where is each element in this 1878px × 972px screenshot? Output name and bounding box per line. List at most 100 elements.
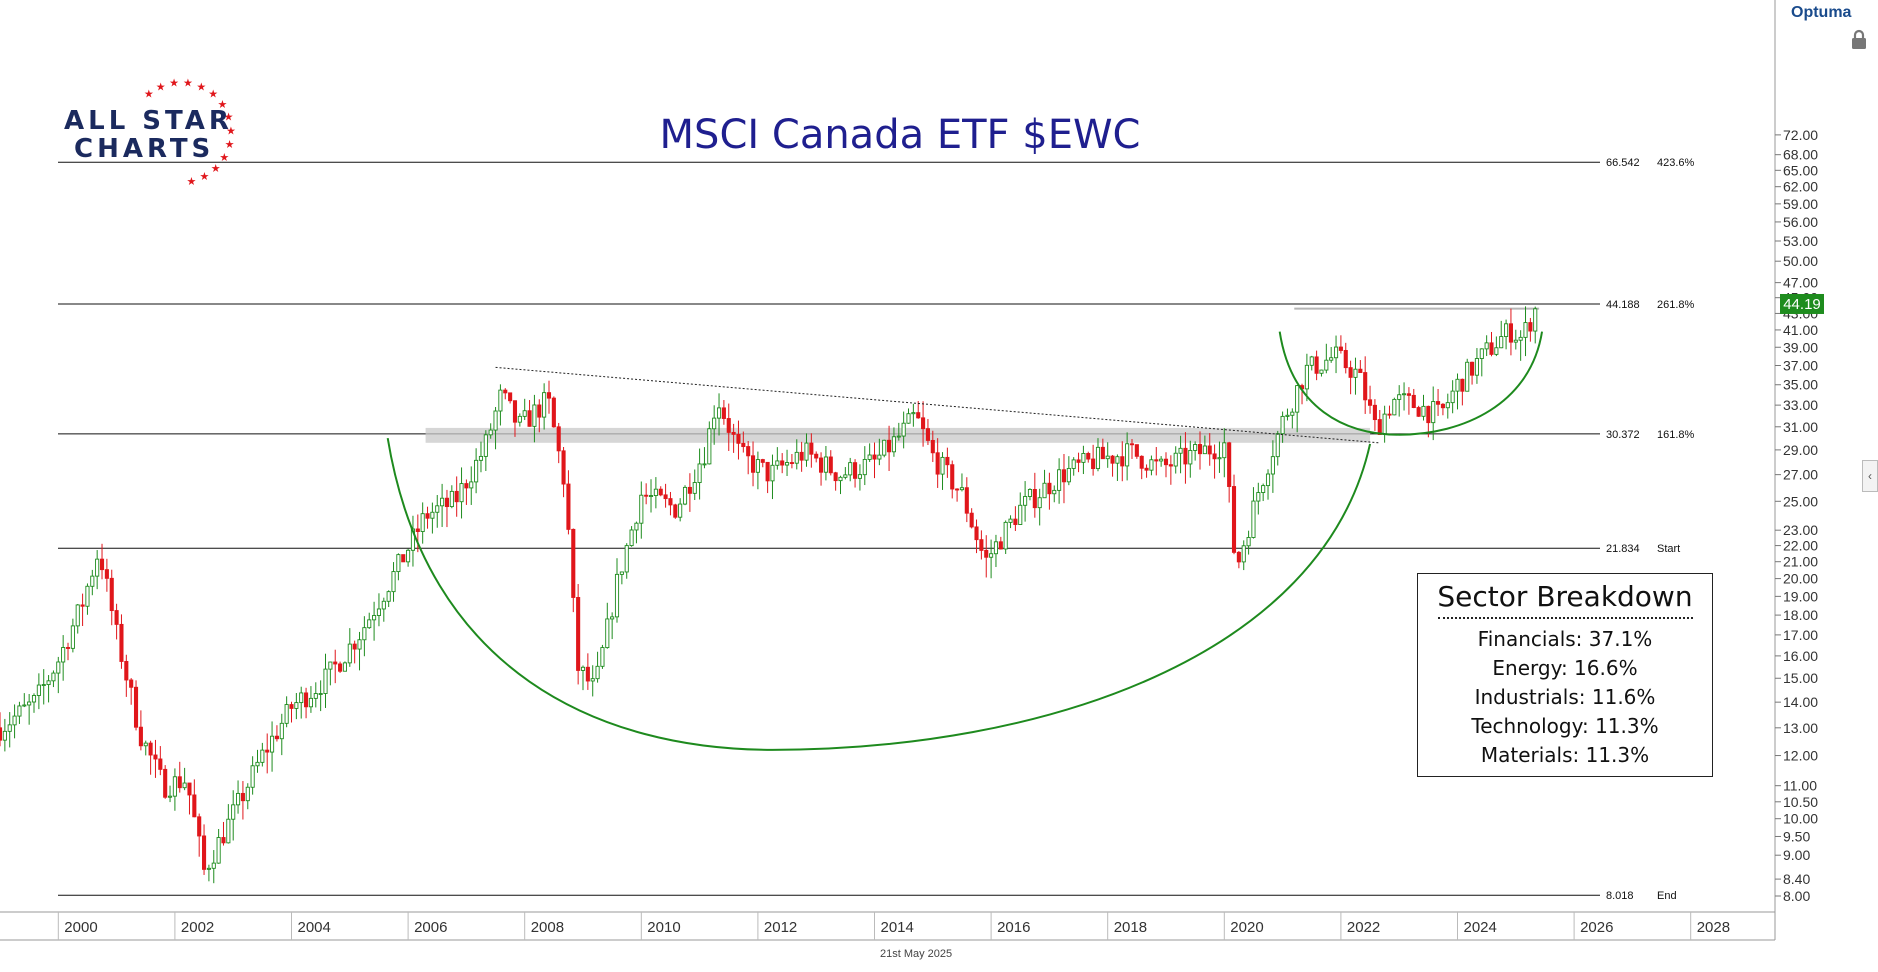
candle bbox=[124, 654, 129, 697]
candle-body bbox=[1047, 482, 1052, 495]
candle bbox=[726, 403, 731, 451]
candle-body bbox=[532, 404, 537, 427]
candle bbox=[1363, 356, 1368, 414]
candle bbox=[177, 761, 182, 793]
candle bbox=[1110, 454, 1115, 477]
candle-body bbox=[22, 704, 27, 707]
candle bbox=[1066, 456, 1071, 486]
candle-body bbox=[959, 487, 964, 491]
candle-body bbox=[1168, 464, 1173, 467]
candle bbox=[566, 470, 571, 535]
logo-star-icon: ★ bbox=[225, 139, 235, 151]
candle-body bbox=[979, 539, 984, 551]
candle-body bbox=[566, 483, 571, 530]
candle bbox=[556, 422, 561, 464]
candle bbox=[595, 651, 600, 683]
candle-body bbox=[1154, 459, 1159, 462]
candle bbox=[1086, 451, 1091, 463]
candle-body bbox=[1134, 444, 1139, 457]
candle-body bbox=[551, 397, 556, 428]
candle bbox=[27, 693, 32, 725]
level-value-label: 66.542 bbox=[1606, 157, 1640, 169]
candle bbox=[1251, 487, 1256, 539]
candle bbox=[848, 457, 853, 482]
candle bbox=[396, 553, 401, 581]
candle bbox=[119, 614, 124, 669]
candle-body bbox=[1309, 356, 1314, 366]
candle bbox=[90, 569, 95, 596]
y-tick-label: 22.00 bbox=[1783, 538, 1818, 554]
y-tick-label: 8.40 bbox=[1783, 871, 1810, 887]
candle bbox=[1261, 483, 1266, 502]
candle-body bbox=[1125, 443, 1130, 467]
candle bbox=[571, 528, 576, 613]
candle-body bbox=[653, 488, 658, 497]
candle-body bbox=[921, 417, 926, 430]
x-axis: 2000 2002 2004 2006 2008 2010 2012 2014 2016 2018… bbox=[57, 912, 1730, 940]
candle-body bbox=[755, 459, 760, 473]
candle-body bbox=[478, 455, 484, 461]
candle bbox=[1440, 403, 1445, 416]
candle bbox=[1518, 330, 1523, 361]
y-tick-label: 18.00 bbox=[1783, 607, 1818, 623]
x-tick-label: 2004 bbox=[298, 919, 331, 936]
candle-body bbox=[274, 735, 279, 740]
candle-body bbox=[512, 400, 518, 423]
candle-body bbox=[31, 695, 37, 703]
candle-body bbox=[1324, 359, 1329, 371]
candle-body bbox=[580, 666, 586, 671]
candle bbox=[1168, 455, 1173, 485]
candle-body bbox=[1095, 446, 1101, 470]
candle bbox=[634, 521, 639, 544]
candle bbox=[974, 519, 979, 554]
resistance-zone bbox=[425, 427, 1371, 443]
candle bbox=[658, 486, 663, 497]
panel-collapse-button[interactable]: ‹ bbox=[1862, 460, 1878, 492]
y-tick-label: 68.00 bbox=[1783, 147, 1818, 163]
candle bbox=[1353, 357, 1358, 395]
candle-body bbox=[1275, 433, 1280, 458]
candle-body bbox=[109, 577, 114, 612]
candle-body bbox=[872, 454, 877, 460]
y-tick-label: 8.00 bbox=[1783, 888, 1810, 904]
candle-body bbox=[153, 754, 158, 760]
candle-body bbox=[663, 494, 668, 500]
candle bbox=[1212, 444, 1217, 479]
candle-body bbox=[1338, 346, 1343, 351]
candle-body bbox=[95, 558, 100, 577]
candle-body bbox=[692, 482, 697, 494]
candle-body bbox=[1363, 372, 1368, 401]
candle bbox=[1489, 331, 1494, 357]
candle bbox=[1193, 441, 1198, 461]
candle-body bbox=[221, 837, 226, 844]
candle-body bbox=[265, 749, 270, 753]
candle-body bbox=[925, 428, 930, 441]
candle bbox=[1397, 385, 1402, 417]
candle bbox=[1333, 335, 1339, 374]
y-tick-label: 23.00 bbox=[1783, 522, 1818, 538]
y-tick-label: 53.00 bbox=[1783, 233, 1818, 249]
level-tag-label: 423.6% bbox=[1657, 157, 1695, 169]
candle-body bbox=[51, 672, 56, 682]
lock-icon[interactable] bbox=[1848, 28, 1870, 50]
x-tick-label: 2000 bbox=[64, 919, 97, 936]
candle bbox=[376, 593, 382, 627]
candle bbox=[935, 438, 940, 488]
candle-body bbox=[1173, 452, 1178, 467]
candle bbox=[1528, 317, 1533, 342]
candle-body bbox=[1411, 394, 1416, 408]
candle bbox=[843, 467, 848, 480]
candle-body bbox=[1397, 394, 1402, 400]
logo-star-icon: ★ bbox=[156, 81, 166, 93]
candle-body bbox=[993, 541, 999, 555]
candle-body bbox=[420, 513, 425, 532]
candle bbox=[114, 603, 119, 640]
candle bbox=[1387, 405, 1392, 419]
candle bbox=[853, 459, 858, 488]
candle bbox=[1023, 481, 1028, 522]
candle bbox=[838, 475, 843, 495]
candle bbox=[1256, 482, 1261, 515]
candle bbox=[814, 451, 819, 463]
candle bbox=[828, 450, 833, 476]
